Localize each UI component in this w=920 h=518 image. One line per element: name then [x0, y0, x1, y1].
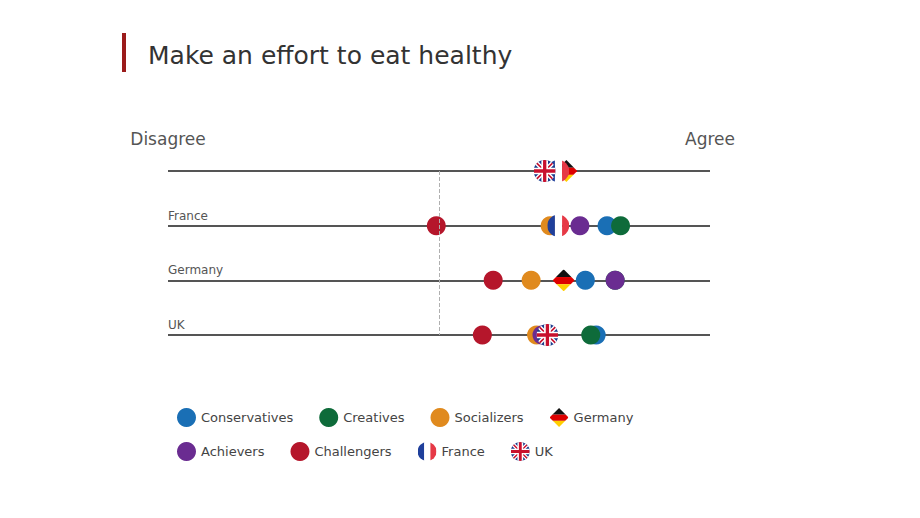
svg-text:Conservatives: Conservatives — [201, 410, 293, 425]
svg-text:Achievers: Achievers — [201, 444, 265, 459]
svg-text:France: France — [442, 444, 485, 459]
svg-text:Disagree: Disagree — [130, 129, 205, 149]
svg-text:Creatives: Creatives — [343, 410, 405, 425]
svg-text:Germany: Germany — [574, 410, 634, 425]
svg-text:Germany: Germany — [168, 263, 223, 277]
svg-text:Challengers: Challengers — [314, 444, 391, 459]
svg-text:Agree: Agree — [685, 129, 735, 149]
svg-text:UK: UK — [535, 444, 554, 459]
svg-text:UK: UK — [168, 318, 186, 332]
svg-text:Make an effort to eat healthy: Make an effort to eat healthy — [148, 41, 512, 70]
svg-text:Socializers: Socializers — [454, 410, 523, 425]
svg-text:France: France — [168, 209, 208, 223]
